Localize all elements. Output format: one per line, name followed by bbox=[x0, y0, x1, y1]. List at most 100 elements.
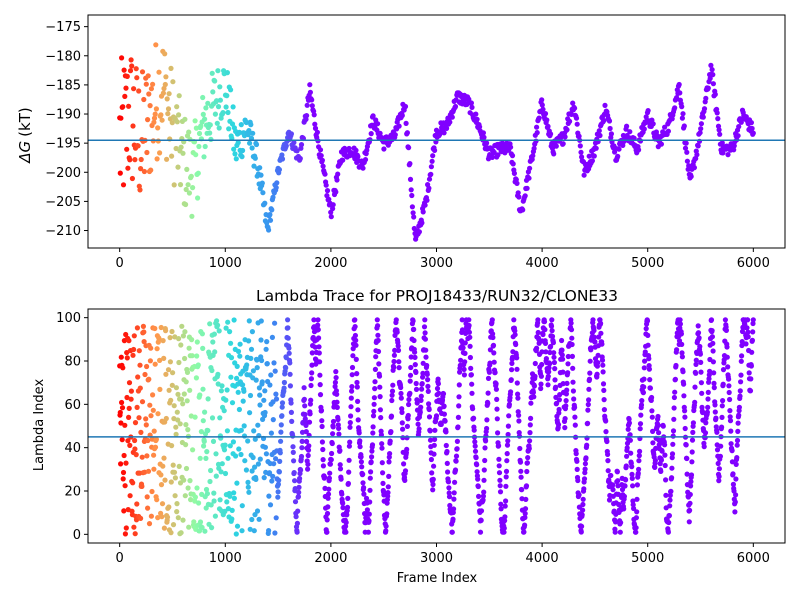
lambda-point bbox=[272, 530, 278, 536]
delta-g-point bbox=[536, 115, 542, 121]
delta-g-point bbox=[636, 147, 642, 153]
lambda-point bbox=[207, 321, 213, 327]
delta-g-point bbox=[143, 81, 149, 87]
lambda-point bbox=[483, 438, 489, 444]
delta-g-point bbox=[531, 145, 537, 152]
delta-g-point bbox=[720, 150, 726, 156]
lambda-point bbox=[259, 379, 265, 385]
lambda-point bbox=[120, 365, 126, 371]
lambda-point bbox=[618, 520, 624, 526]
delta-g-point bbox=[736, 124, 742, 130]
lambda-point bbox=[294, 520, 300, 527]
lambda-point bbox=[645, 332, 651, 338]
lambda-point bbox=[286, 345, 292, 351]
lambda-point bbox=[272, 368, 278, 374]
delta-g-point bbox=[551, 151, 557, 157]
delta-g-point bbox=[708, 62, 714, 68]
delta-g-point bbox=[134, 75, 140, 81]
lambda-point bbox=[413, 369, 419, 375]
delta-g-point bbox=[122, 93, 128, 99]
lambda-point bbox=[487, 347, 493, 353]
lambda-point bbox=[665, 529, 672, 535]
delta-g-point bbox=[161, 85, 167, 92]
x-tick-label: 2000 bbox=[314, 256, 347, 271]
lambda-point bbox=[498, 501, 504, 507]
lambda-point bbox=[454, 446, 460, 452]
lambda-point bbox=[527, 430, 533, 436]
lambda-point bbox=[120, 469, 127, 476]
lambda-point bbox=[224, 428, 230, 434]
lambda-point bbox=[122, 422, 128, 428]
delta-g-point bbox=[224, 70, 230, 76]
lambda-point bbox=[556, 406, 562, 413]
lambda-point bbox=[472, 448, 479, 454]
lambda-point bbox=[583, 455, 589, 461]
lambda-point bbox=[315, 322, 321, 328]
lambda-point bbox=[466, 317, 472, 323]
lambda-point bbox=[345, 480, 351, 487]
lambda-point bbox=[693, 370, 699, 376]
lambda-point bbox=[128, 396, 134, 402]
lambda-point bbox=[291, 470, 297, 476]
lambda-point bbox=[614, 469, 621, 475]
lambda-point bbox=[385, 490, 391, 496]
delta-g-point bbox=[731, 143, 737, 149]
lambda-point bbox=[711, 380, 717, 386]
delta-g-point bbox=[562, 134, 568, 140]
lambda-point bbox=[171, 469, 178, 475]
delta-g-point bbox=[375, 121, 381, 127]
delta-g-point bbox=[155, 125, 161, 131]
lambda-point bbox=[710, 359, 717, 365]
y-tick-label: −185 bbox=[45, 78, 81, 93]
delta-g-point bbox=[608, 131, 615, 137]
lambda-point bbox=[629, 464, 635, 470]
lambda-point bbox=[219, 383, 225, 389]
lambda-point bbox=[398, 395, 404, 401]
lambda-point bbox=[339, 491, 345, 497]
delta-g-point bbox=[145, 73, 151, 79]
lambda-point bbox=[246, 489, 252, 495]
delta-g-point bbox=[154, 156, 160, 162]
lambda-point bbox=[325, 504, 331, 510]
delta-g-point bbox=[185, 182, 191, 188]
delta-g-point bbox=[624, 123, 630, 129]
lambda-point bbox=[474, 462, 480, 468]
lambda-point bbox=[253, 377, 259, 383]
lambda-point bbox=[361, 485, 367, 491]
lambda-point bbox=[603, 418, 609, 424]
lambda-point bbox=[438, 421, 444, 427]
lambda-point bbox=[140, 323, 146, 329]
lambda-point bbox=[204, 491, 210, 497]
lambda-point bbox=[299, 445, 305, 451]
lambda-point bbox=[503, 468, 510, 474]
lambda-point bbox=[551, 350, 557, 356]
lambda-point bbox=[502, 503, 508, 509]
lambda-point bbox=[696, 335, 702, 341]
lambda-point bbox=[501, 525, 507, 531]
lambda-point bbox=[466, 322, 472, 329]
lambda-point bbox=[391, 352, 397, 358]
lambda-point bbox=[672, 389, 678, 395]
lambda-point bbox=[286, 350, 292, 356]
delta-g-point bbox=[473, 111, 479, 117]
lambda-point bbox=[449, 529, 455, 535]
lambda-point bbox=[719, 403, 725, 409]
lambda-point bbox=[273, 515, 279, 521]
lambda-point bbox=[219, 461, 225, 467]
lambda-point bbox=[155, 411, 161, 417]
delta-g-point bbox=[576, 133, 582, 139]
lambda-point bbox=[424, 362, 430, 369]
lambda-point bbox=[134, 325, 140, 331]
lambda-point bbox=[496, 456, 502, 462]
delta-g-point bbox=[247, 140, 253, 146]
lambda-point bbox=[652, 464, 658, 470]
delta-g-point bbox=[189, 213, 195, 219]
delta-g-point bbox=[735, 133, 741, 139]
lambda-point bbox=[560, 369, 566, 375]
lambda-point bbox=[347, 439, 353, 445]
lambda-point bbox=[348, 413, 354, 419]
delta-g-point bbox=[447, 119, 453, 125]
lambda-point bbox=[687, 491, 693, 498]
lambda-point bbox=[192, 494, 198, 500]
lambda-point bbox=[739, 353, 745, 359]
